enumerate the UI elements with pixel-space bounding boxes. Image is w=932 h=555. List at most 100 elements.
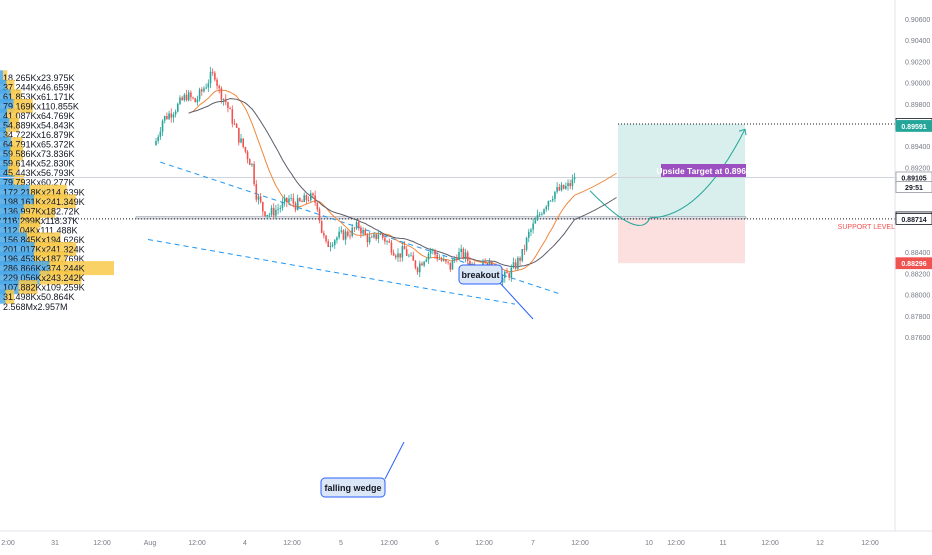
- candle-up[interactable]: [425, 259, 428, 262]
- candle-down[interactable]: [569, 183, 571, 187]
- candle-up[interactable]: [565, 185, 567, 189]
- candle-up[interactable]: [442, 259, 445, 261]
- price-label[interactable]: 0.88714: [901, 217, 926, 224]
- candle-down[interactable]: [316, 202, 319, 210]
- candle-up[interactable]: [329, 245, 332, 247]
- candle-up[interactable]: [510, 267, 513, 278]
- candle-up[interactable]: [277, 208, 279, 210]
- candle-down[interactable]: [447, 261, 449, 263]
- candle-down[interactable]: [231, 109, 234, 124]
- candle-up[interactable]: [567, 183, 569, 186]
- candle-up[interactable]: [423, 261, 425, 266]
- candle-down[interactable]: [185, 94, 188, 101]
- candle-up[interactable]: [525, 237, 528, 250]
- candle-down[interactable]: [192, 97, 194, 99]
- candle-down[interactable]: [506, 271, 508, 274]
- candle-down[interactable]: [562, 184, 565, 189]
- candle-down[interactable]: [170, 113, 173, 118]
- candle-up[interactable]: [432, 250, 434, 251]
- price-label[interactable]: 0.88296: [901, 261, 926, 268]
- candle-up[interactable]: [196, 99, 199, 103]
- candle-up[interactable]: [521, 249, 524, 261]
- candle-up[interactable]: [183, 94, 186, 101]
- candle-up[interactable]: [504, 271, 506, 278]
- candle-down[interactable]: [388, 241, 391, 243]
- candle-up[interactable]: [512, 262, 515, 268]
- candle-up[interactable]: [355, 222, 358, 229]
- candle-down[interactable]: [238, 127, 240, 143]
- candle-down[interactable]: [523, 249, 526, 250]
- candle-up[interactable]: [351, 227, 353, 237]
- candle-up[interactable]: [530, 229, 532, 232]
- candle-down[interactable]: [395, 255, 397, 258]
- candle-down[interactable]: [449, 262, 452, 270]
- candle-up[interactable]: [397, 253, 399, 258]
- candle-down[interactable]: [200, 89, 203, 92]
- candle-down[interactable]: [371, 236, 373, 238]
- candle-up[interactable]: [268, 214, 271, 216]
- candle-up[interactable]: [172, 114, 175, 118]
- candle-down[interactable]: [366, 235, 369, 243]
- price-label[interactable]: 0.89105: [901, 175, 926, 182]
- candle-down[interactable]: [390, 242, 393, 253]
- candle-up[interactable]: [560, 184, 563, 191]
- candle-up[interactable]: [174, 111, 177, 115]
- candle-down[interactable]: [434, 250, 436, 255]
- candle-up[interactable]: [453, 258, 456, 261]
- candle-down[interactable]: [211, 71, 214, 73]
- candle-down[interactable]: [318, 209, 321, 221]
- candle-up[interactable]: [541, 213, 543, 215]
- candle-down[interactable]: [484, 262, 486, 264]
- y-axis[interactable]: 0.90600 0.90400 0.90200 0.90000 0.89800 0.894…: [894, 0, 932, 531]
- candle-up[interactable]: [408, 255, 410, 257]
- candle-down[interactable]: [166, 116, 168, 120]
- candle-up[interactable]: [571, 179, 574, 187]
- candle-up[interactable]: [547, 201, 550, 207]
- candle-down[interactable]: [253, 163, 255, 185]
- candle-up[interactable]: [410, 255, 412, 257]
- candle-down[interactable]: [262, 201, 264, 212]
- candle-down[interactable]: [323, 232, 325, 236]
- candle-up[interactable]: [532, 223, 534, 230]
- candle-down[interactable]: [347, 231, 349, 236]
- candle-up[interactable]: [309, 193, 312, 201]
- candle-up[interactable]: [155, 141, 157, 146]
- candle-up[interactable]: [556, 187, 558, 192]
- candle-down[interactable]: [312, 193, 314, 196]
- candle-down[interactable]: [305, 195, 308, 201]
- candle-up[interactable]: [303, 195, 306, 203]
- candle-down[interactable]: [301, 201, 303, 203]
- candle-down[interactable]: [416, 267, 419, 273]
- candle-up[interactable]: [270, 207, 273, 215]
- candle-down[interactable]: [255, 184, 258, 200]
- candle-up[interactable]: [336, 237, 338, 241]
- candle-down[interactable]: [514, 262, 517, 269]
- candle-up[interactable]: [333, 240, 336, 245]
- candle-down[interactable]: [242, 138, 244, 147]
- candle-down[interactable]: [414, 260, 417, 268]
- candle-down[interactable]: [320, 220, 323, 233]
- candle-up[interactable]: [338, 231, 340, 238]
- candle-up[interactable]: [534, 220, 537, 224]
- candle-up[interactable]: [331, 244, 334, 246]
- candle-down[interactable]: [327, 241, 330, 247]
- candle-up[interactable]: [438, 259, 441, 260]
- candle-down[interactable]: [421, 263, 423, 266]
- candle-down[interactable]: [440, 259, 443, 261]
- candle-up[interactable]: [362, 229, 364, 234]
- candle-up[interactable]: [168, 113, 170, 120]
- candle-down[interactable]: [349, 235, 351, 237]
- candle-up[interactable]: [536, 214, 539, 221]
- candle-down[interactable]: [220, 88, 223, 101]
- candle-down[interactable]: [469, 260, 471, 267]
- candle-down[interactable]: [519, 257, 521, 261]
- candle-up[interactable]: [177, 103, 179, 112]
- candle-down[interactable]: [436, 254, 439, 260]
- candle-up[interactable]: [451, 260, 454, 270]
- candle-up[interactable]: [198, 89, 201, 100]
- candle-up[interactable]: [251, 163, 253, 165]
- candle-down[interactable]: [364, 229, 367, 236]
- candle-down[interactable]: [307, 200, 310, 201]
